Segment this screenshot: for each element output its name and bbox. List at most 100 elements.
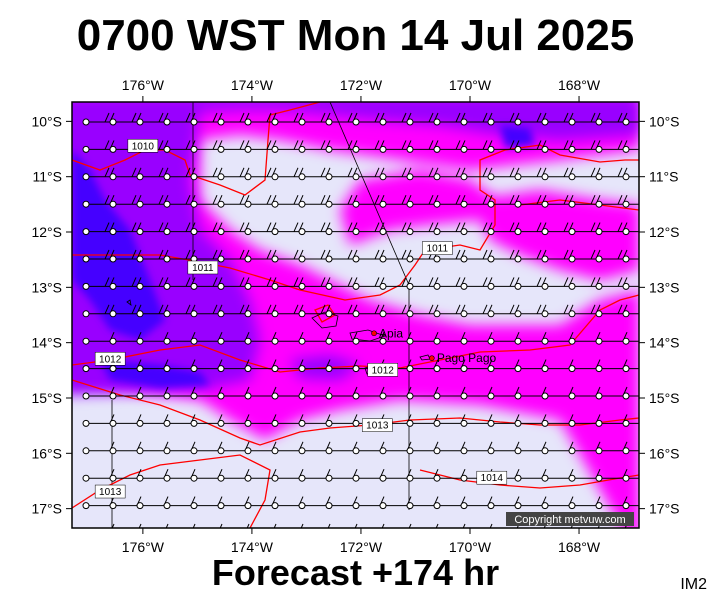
svg-text:1011: 1011 xyxy=(427,244,449,255)
wind-barb xyxy=(327,523,331,528)
wind-barb xyxy=(622,145,639,153)
wind-barb xyxy=(406,359,439,373)
lat-label-right: 15°S xyxy=(649,390,680,406)
wind-barb xyxy=(217,249,250,263)
isobar-label: 1011 xyxy=(422,241,453,255)
wind-barb xyxy=(244,441,277,455)
wind-barb xyxy=(541,359,574,373)
isobar-1011-b xyxy=(519,199,639,211)
wind-barb xyxy=(622,118,639,126)
wind-barb xyxy=(244,112,277,126)
gale-wind-area xyxy=(72,125,535,388)
wind-barb xyxy=(487,140,520,153)
wind-barb xyxy=(514,167,547,181)
wind-barb xyxy=(433,496,466,510)
wind-barb xyxy=(595,249,628,263)
lat-label-right: 10°S xyxy=(649,113,680,129)
wind-barb xyxy=(217,140,250,153)
wind-barb xyxy=(462,523,466,528)
svg-text:1013: 1013 xyxy=(366,421,389,432)
wind-barb xyxy=(487,167,520,181)
wind-barb xyxy=(514,359,547,373)
wind-barb xyxy=(622,419,639,427)
small-island xyxy=(126,299,132,306)
wind-barb xyxy=(595,496,628,510)
lat-label-left: 15°S xyxy=(31,390,62,406)
svg-text:1012: 1012 xyxy=(372,365,395,376)
wind-barb xyxy=(460,194,493,208)
wind-barb xyxy=(136,194,169,208)
wind-barb xyxy=(190,331,223,345)
wind-barb xyxy=(298,167,331,181)
lat-label-right: 14°S xyxy=(649,335,680,351)
wind-barb xyxy=(568,414,601,427)
wind-barb xyxy=(568,194,601,208)
wind-barb xyxy=(325,386,358,400)
wind-barb xyxy=(487,359,520,373)
wind-barb xyxy=(568,167,601,181)
wind-barb xyxy=(352,304,385,318)
wind-barb xyxy=(244,386,277,400)
lat-label-right: 17°S xyxy=(649,501,680,517)
wind-barb xyxy=(190,222,223,236)
wind-barb xyxy=(487,194,520,208)
wind-barb xyxy=(190,277,223,290)
wind-barb xyxy=(433,414,466,427)
lon-label-bottom: 172°W xyxy=(340,539,383,555)
wind-barb xyxy=(433,112,466,126)
wind-barb xyxy=(595,386,628,400)
wind-barb xyxy=(82,222,115,236)
wind-barb xyxy=(460,140,493,153)
isobar-label: 1014 xyxy=(476,470,508,485)
svg-text:1014: 1014 xyxy=(481,473,504,484)
lat-label-left: 14°S xyxy=(31,335,62,351)
isobar-1013-a xyxy=(72,379,639,446)
wind-barb xyxy=(460,167,493,181)
wind-barb xyxy=(622,255,639,263)
wind-barb xyxy=(163,167,196,181)
wind-barb xyxy=(568,304,601,318)
wind-barb xyxy=(379,304,412,318)
wind-barb xyxy=(408,523,412,528)
wind-barb xyxy=(622,282,639,290)
wind-barb xyxy=(138,523,142,528)
wind-barb xyxy=(244,304,277,318)
place-label: Apia xyxy=(379,326,403,340)
wind-barb xyxy=(192,523,196,528)
lon-label-bottom: 174°W xyxy=(231,539,274,555)
wind-barb xyxy=(379,441,412,455)
wind-barb xyxy=(109,414,142,427)
wind-barb xyxy=(244,194,277,208)
wind-barb xyxy=(354,523,358,528)
lon-label-top: 174°W xyxy=(231,77,274,93)
wind-barb xyxy=(244,468,277,482)
savaii-island xyxy=(311,311,339,329)
wind-barb xyxy=(190,140,223,153)
wind-barb xyxy=(136,441,169,455)
place-marker: Apia xyxy=(371,326,403,340)
wind-barb xyxy=(325,249,358,263)
lat-label-left: 13°S xyxy=(31,279,62,295)
wind-barb xyxy=(163,249,196,263)
wind-barb xyxy=(163,112,196,126)
wind-barb xyxy=(271,112,304,126)
lon-label-bottom: 176°W xyxy=(122,539,165,555)
isobar-label: 1011 xyxy=(187,260,219,275)
wind-barb xyxy=(190,414,223,427)
wind-barb xyxy=(190,304,223,318)
wind-barb xyxy=(163,414,196,427)
wind-barb xyxy=(541,249,574,263)
isobar-label: 1013 xyxy=(94,484,126,499)
wind-barb xyxy=(109,249,142,263)
svg-text:1011: 1011 xyxy=(192,263,214,274)
wind-barb xyxy=(622,447,639,455)
wind-barb xyxy=(541,140,574,153)
wind-barb xyxy=(217,331,250,345)
wind-barb xyxy=(271,249,304,263)
wind-barb xyxy=(325,277,358,290)
lon-label-bottom: 168°W xyxy=(558,539,601,555)
wind-barb xyxy=(352,496,385,510)
wind-barb xyxy=(136,468,169,482)
wind-barb xyxy=(352,331,385,345)
wind-barb xyxy=(433,468,466,482)
